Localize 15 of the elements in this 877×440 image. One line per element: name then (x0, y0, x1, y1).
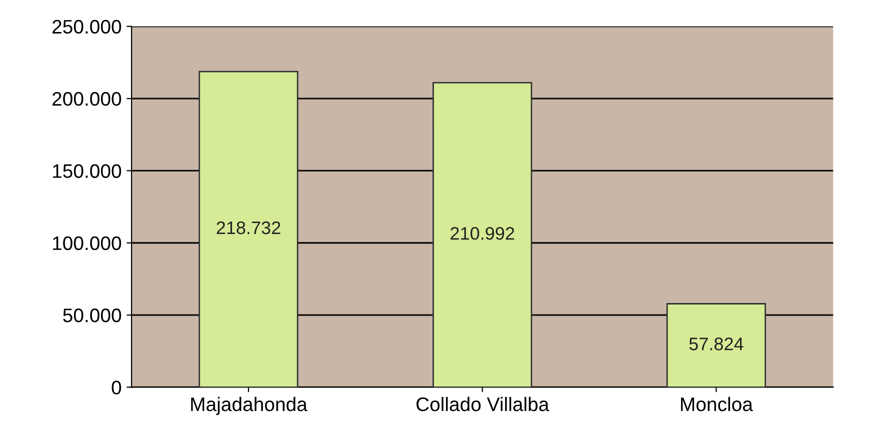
x-tick-label: Majadahonda (191, 396, 308, 416)
y-tick-label: 150.000 (53, 164, 122, 178)
y-tick-label: 100.000 (53, 236, 122, 250)
y-tick-label: 200.000 (52, 92, 122, 106)
bar (198, 70, 298, 388)
y-tick-label: 0 (112, 380, 122, 394)
data-label: 57.824 (689, 338, 744, 350)
bar (432, 82, 532, 388)
x-tick-label: Moncloa (681, 396, 753, 412)
y-tick-label: 250.000 (52, 20, 122, 34)
bar (666, 303, 766, 388)
data-label: 218.732 (216, 221, 280, 234)
y-tick-label: 50.000 (63, 308, 122, 322)
x-tick-label: Collado Villalba (416, 396, 550, 412)
data-label: 210.992 (450, 227, 514, 240)
